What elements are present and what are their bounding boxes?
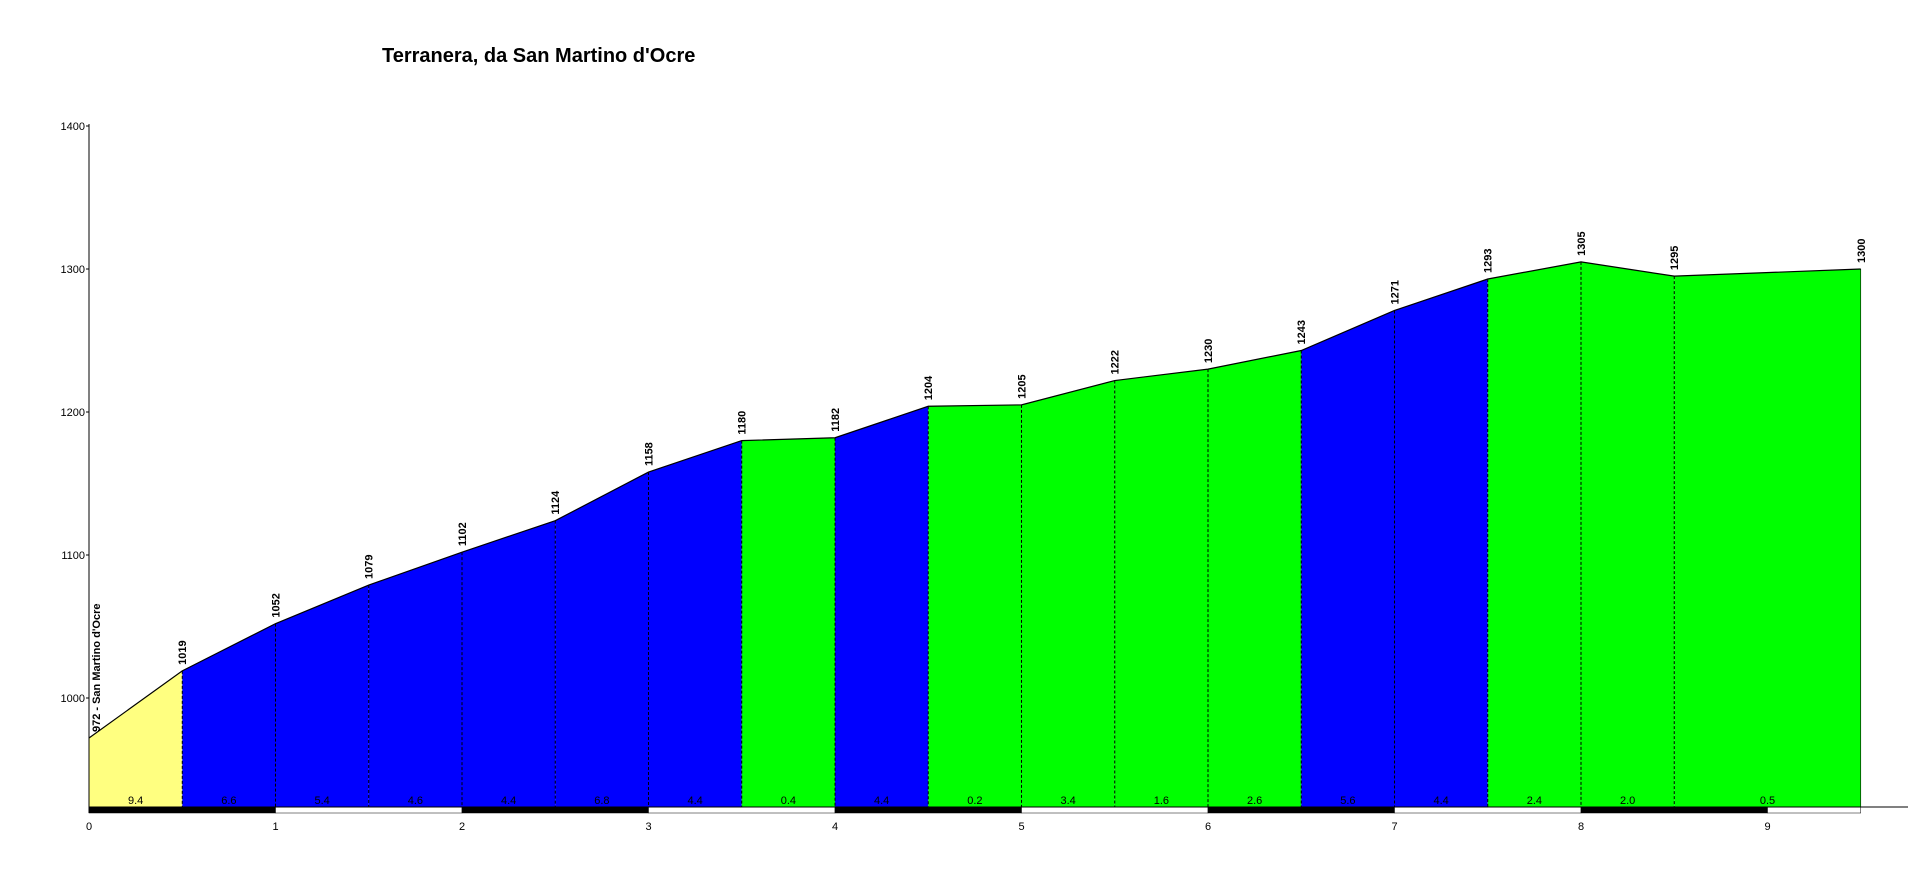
distance-band <box>461 806 649 814</box>
x-tick-label: 6 <box>1205 821 1211 833</box>
gradient-label: 2.6 <box>1247 795 1262 807</box>
distance-band <box>1394 806 1582 814</box>
gradient-label: 4.6 <box>408 795 423 807</box>
distance-band <box>88 806 276 814</box>
y-tick-label: 1000 <box>61 693 85 705</box>
x-tick-label: 5 <box>1018 821 1024 833</box>
x-tick-label: 4 <box>832 821 838 833</box>
elevation-label: 1305 <box>1576 231 1588 255</box>
x-tick-label: 0 <box>86 821 92 833</box>
profile-segment <box>275 585 369 807</box>
gradient-label: 4.4 <box>501 795 516 807</box>
distance-band <box>1580 806 1768 814</box>
profile-segment <box>648 440 742 807</box>
profile-segment <box>1208 350 1302 807</box>
distance-band <box>834 806 1022 814</box>
chart-title: Terranera, da San Martino d'Ocre <box>382 45 695 67</box>
y-tick-label: 1200 <box>61 407 85 419</box>
distance-band <box>1207 806 1395 814</box>
elevation-label: 1079 <box>364 555 376 579</box>
x-tick-label: 1 <box>272 821 278 833</box>
gradient-label: 4.4 <box>874 795 889 807</box>
elevation-label: 1102 <box>457 522 469 546</box>
profile-segment <box>1487 261 1581 808</box>
y-tick-label: 1100 <box>61 550 85 562</box>
elevation-label: 1052 <box>271 593 283 617</box>
distance-band <box>648 806 836 814</box>
elevation-label: 1205 <box>1017 374 1029 398</box>
gradient-label: 4.4 <box>687 795 702 807</box>
x-tick-label: 8 <box>1578 821 1584 833</box>
gradient-label: 0.2 <box>967 795 982 807</box>
profile-segments <box>89 261 1861 808</box>
profile-segment <box>1581 261 1675 808</box>
profile-segment <box>835 406 929 807</box>
profile-segment <box>89 670 183 807</box>
distance-band <box>275 806 463 814</box>
y-tick-label: 1300 <box>61 264 85 276</box>
gradient-label: 2.4 <box>1527 795 1542 807</box>
start-label-group: 972 - San Martino d'Ocre <box>91 603 103 732</box>
elevation-label: 1158 <box>644 442 656 466</box>
gradient-label: 4.4 <box>1433 795 1448 807</box>
elevation-label: 1222 <box>1110 350 1122 374</box>
profile-segment <box>462 520 556 807</box>
gradient-label: 0.5 <box>1760 795 1775 807</box>
gradient-label: 2.0 <box>1620 795 1635 807</box>
profile-segment <box>928 404 1022 807</box>
gradient-label: 9.4 <box>128 795 143 807</box>
distance-band <box>1021 806 1209 814</box>
y-tick-label: 1400 <box>61 121 85 133</box>
x-tick-label: 7 <box>1391 821 1397 833</box>
gradient-labels: 9.4 6.6 5.4 4.6 4.4 6.8 4.4 0.4 4.4 0.2 3.4 1.6 2.6 5… <box>128 795 1775 807</box>
profile-segment <box>1394 279 1488 807</box>
elevation-labels: 1019 1052 1079 1102 1124 1158 1180 1182 1204 1205… <box>177 231 1868 664</box>
elevation-label: 1295 <box>1669 246 1681 270</box>
elevation-label: 1243 <box>1296 320 1308 344</box>
elevation-label: 1182 <box>830 408 842 432</box>
x-tick-label: 9 <box>1764 821 1770 833</box>
elevation-label: 1300 <box>1856 239 1868 263</box>
gradient-label: 5.6 <box>1340 795 1355 807</box>
gradient-label: 1.6 <box>1154 795 1169 807</box>
start-label: 972 - San Martino d'Ocre <box>91 603 103 732</box>
gradient-label: 5.4 <box>314 795 329 807</box>
distance-band <box>1767 806 1861 814</box>
profile-segment <box>182 623 276 807</box>
x-tick-label: 2 <box>459 821 465 833</box>
profile-segment <box>741 437 835 807</box>
y-axis-ticks: 1000 1100 1200 1300 1400 <box>61 121 89 705</box>
profile-segment <box>1674 269 1861 807</box>
profile-outline <box>88 261 1861 739</box>
elevation-label: 1271 <box>1390 280 1402 304</box>
x-axis-ticks: 0 1 2 3 4 5 6 7 8 9 <box>86 821 1771 833</box>
elevation-label: 1019 <box>177 640 189 664</box>
gradient-label: 3.4 <box>1060 795 1075 807</box>
distance-bands <box>88 806 1861 814</box>
elevation-label: 1204 <box>923 375 935 400</box>
gradient-label: 0.4 <box>781 795 796 807</box>
profile-segment <box>368 552 462 807</box>
elevation-label: 1230 <box>1203 339 1215 363</box>
gradient-label: 6.8 <box>594 795 609 807</box>
gradient-label: 6.6 <box>221 795 236 807</box>
profile-segment <box>1021 380 1115 807</box>
segment-dividers <box>181 261 1862 807</box>
profile-line <box>88 261 1861 739</box>
elevation-label: 1293 <box>1483 249 1495 273</box>
profile-segment <box>1114 369 1208 807</box>
profile-segment <box>1301 310 1395 807</box>
profile-segment <box>555 472 649 807</box>
elevation-label: 1180 <box>737 411 749 435</box>
elevation-label: 1124 <box>550 490 562 515</box>
x-tick-label: 3 <box>645 821 651 833</box>
